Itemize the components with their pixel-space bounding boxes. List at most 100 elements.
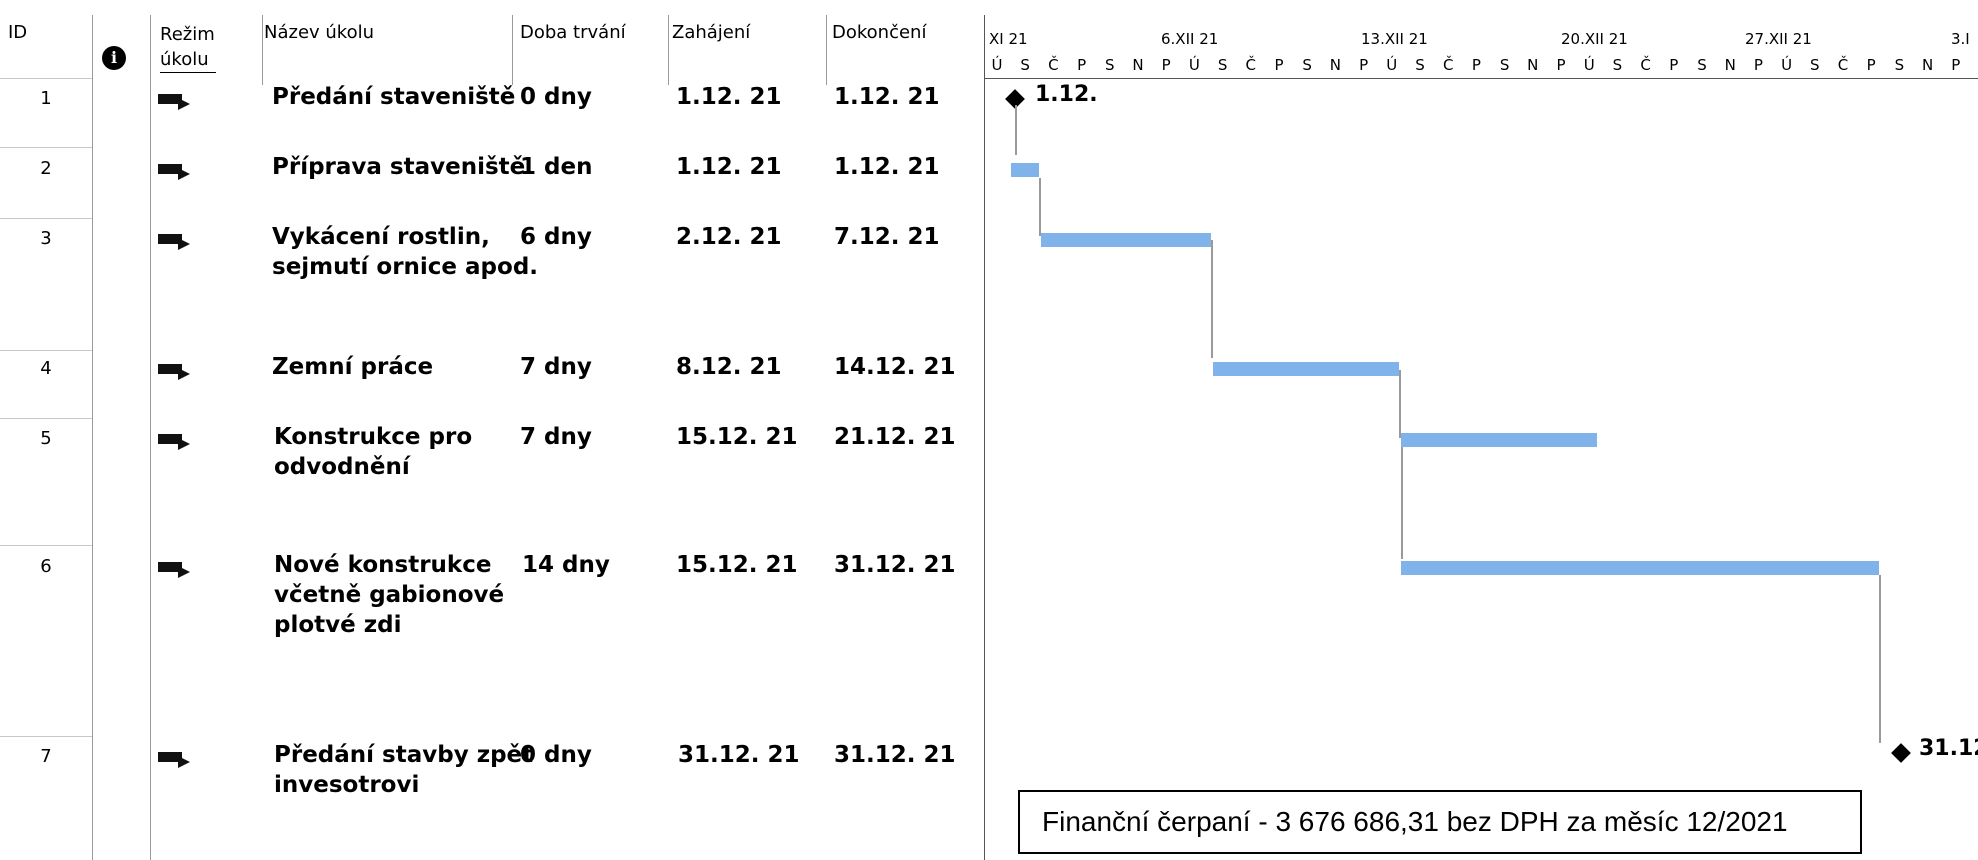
milestone-end-label: 31.12: [1919, 736, 1978, 761]
task-name-line: Konstrukce pro: [274, 424, 473, 450]
header-mode-line1: Režim: [160, 24, 215, 45]
task-name-line: včetně gabionové: [274, 582, 505, 608]
task-name[interactable]: Nové konstrukce včetně gabionové plotvé …: [274, 550, 504, 640]
task-id[interactable]: 6: [40, 556, 52, 577]
task-id[interactable]: 5: [40, 428, 52, 449]
task-name-line: invesotrovi: [274, 772, 420, 798]
task-name-line: odvodnění: [274, 454, 410, 480]
day-label: Č: [1245, 56, 1257, 74]
task-id[interactable]: 3: [40, 228, 52, 249]
task-bar-4[interactable]: [1213, 362, 1399, 376]
day-label: P: [1161, 56, 1171, 74]
task-start[interactable]: 15.12. 21: [676, 552, 798, 578]
dependency-link: [1039, 178, 1041, 236]
day-label: Ú: [1583, 56, 1595, 74]
task-id[interactable]: 4: [40, 358, 52, 379]
task-name[interactable]: Zemní práce: [272, 352, 433, 382]
day-label: P: [1669, 56, 1679, 74]
task-duration[interactable]: 14 dny: [522, 552, 610, 578]
task-duration[interactable]: 0 dny: [520, 84, 592, 110]
row-divider: [0, 147, 92, 148]
row-divider: [0, 736, 92, 737]
header-duration[interactable]: Doba trvání: [520, 22, 626, 43]
task-name[interactable]: Vykácení rostlin, sejmutí ornice apod.: [272, 222, 538, 282]
milestone-end[interactable]: [1891, 743, 1911, 763]
header-finish[interactable]: Dokončení: [832, 22, 927, 43]
task-bar-2[interactable]: [1011, 163, 1039, 177]
day-label: Č: [1640, 56, 1651, 74]
day-label: S: [1612, 56, 1623, 74]
task-duration[interactable]: 6 dny: [520, 224, 592, 250]
task-finish[interactable]: 31.12. 21: [834, 552, 956, 578]
col-divider: [262, 15, 263, 85]
day-label: P: [1359, 56, 1369, 74]
task-finish[interactable]: 21.12. 21: [834, 424, 956, 450]
day-label: P: [1866, 56, 1876, 74]
task-duration[interactable]: 0 dny: [520, 742, 592, 768]
day-label: N: [1921, 56, 1934, 74]
day-label: N: [1724, 56, 1736, 74]
row-divider: [0, 418, 92, 419]
day-label: Ú: [1781, 56, 1793, 74]
task-name[interactable]: Předání stavby zpět invesotrovi: [274, 740, 533, 800]
dependency-link: [1015, 105, 1017, 155]
task-name[interactable]: Příprava staveniště: [272, 152, 525, 182]
header-name[interactable]: Název úkolu: [264, 22, 375, 43]
col-divider: [92, 15, 93, 860]
task-start[interactable]: 15.12. 21: [676, 424, 798, 450]
day-label: S: [1217, 56, 1228, 74]
task-finish[interactable]: 7.12. 21: [834, 224, 940, 250]
task-name[interactable]: Předání staveniště: [272, 82, 515, 112]
auto-schedule-icon: [158, 434, 190, 450]
timescale-bottom-line: [985, 78, 1978, 79]
task-start[interactable]: 8.12. 21: [676, 354, 782, 380]
task-name-line: Předání stavby zpět: [274, 742, 534, 768]
auto-schedule-icon: [158, 234, 190, 250]
task-start[interactable]: 1.12. 21: [676, 154, 782, 180]
info-icon[interactable]: i: [102, 46, 126, 70]
task-finish[interactable]: 14.12. 21: [834, 354, 956, 380]
day-label: Č: [1048, 56, 1059, 74]
table-gantt-divider: [984, 15, 985, 860]
task-name-line: Předání staveniště: [272, 84, 516, 110]
header-mode[interactable]: Režim úkolu: [160, 22, 216, 73]
day-label: S: [1302, 56, 1312, 74]
col-divider: [150, 15, 151, 860]
task-name-line: sejmutí ornice apod.: [272, 254, 539, 280]
task-name-line: Vykácení rostlin,: [272, 224, 490, 250]
task-bar-5[interactable]: [1401, 433, 1597, 447]
day-label: Č: [1442, 56, 1454, 74]
day-label: S: [1105, 56, 1115, 74]
header-id[interactable]: ID: [8, 22, 28, 43]
task-id[interactable]: 2: [40, 158, 52, 179]
week-label: 13.XII 21: [1361, 30, 1428, 48]
day-label: Ú: [1386, 56, 1398, 74]
day-label: P: [1274, 56, 1284, 74]
auto-schedule-icon: [158, 562, 190, 578]
task-duration[interactable]: 7 dny: [520, 354, 592, 380]
task-id[interactable]: 1: [40, 88, 52, 109]
day-label: S: [1894, 56, 1905, 74]
auto-schedule-icon: [158, 164, 190, 180]
task-bar-3[interactable]: [1041, 233, 1211, 247]
row-divider: [0, 218, 92, 219]
task-duration[interactable]: 1 den: [520, 154, 593, 180]
header-start[interactable]: Zahájení: [672, 22, 751, 43]
week-label: 27.XII 21: [1745, 30, 1812, 48]
task-finish[interactable]: 1.12. 21: [834, 84, 940, 110]
task-finish[interactable]: 31.12. 21: [834, 742, 956, 768]
day-label: N: [1527, 56, 1539, 74]
dependency-link: [1879, 575, 1881, 743]
task-finish[interactable]: 1.12. 21: [834, 154, 940, 180]
task-id[interactable]: 7: [40, 746, 52, 767]
task-start[interactable]: 2.12. 21: [676, 224, 782, 250]
task-duration[interactable]: 7 dny: [520, 424, 592, 450]
auto-schedule-icon: [158, 364, 190, 380]
task-table: ID i Režim úkolu Název úkolu Doba trvání…: [0, 0, 985, 860]
task-start[interactable]: 31.12. 21: [678, 742, 800, 768]
task-start[interactable]: 1.12. 21: [676, 84, 782, 110]
dependency-link: [1401, 447, 1403, 559]
day-label: P: [1753, 56, 1763, 74]
task-bar-6[interactable]: [1401, 561, 1879, 575]
task-name[interactable]: Konstrukce pro odvodnění: [274, 422, 472, 482]
